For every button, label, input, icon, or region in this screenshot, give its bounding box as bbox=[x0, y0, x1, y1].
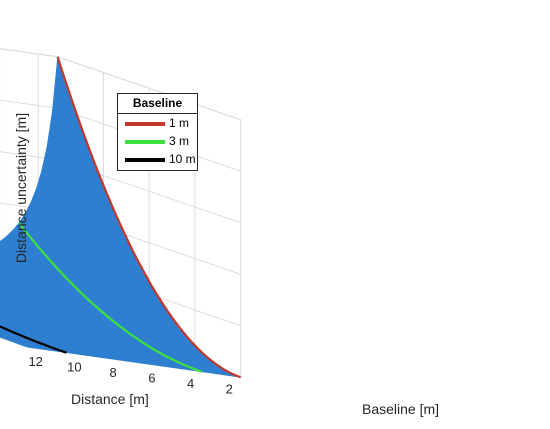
legend-swatch-10m bbox=[125, 158, 165, 162]
legend-swatch-1m bbox=[125, 122, 165, 126]
x-tick-label: 2 bbox=[226, 382, 233, 397]
legend-label-3m: 3 m bbox=[169, 134, 190, 148]
gridline-z-40 bbox=[0, 202, 58, 212]
tick-labels: 02040608010024681012100200300400 bbox=[28, 354, 233, 397]
gridline-z-80 bbox=[0, 99, 58, 109]
x-tick-label: 4 bbox=[187, 376, 194, 391]
series-curve-3m bbox=[18, 222, 203, 373]
z-axis-label: Distance uncertainty [m] bbox=[13, 113, 29, 263]
x-tick-label: 12 bbox=[28, 354, 42, 369]
legend-entry-1m: 1 m bbox=[118, 114, 197, 132]
gridline-z-60 bbox=[0, 151, 58, 161]
surface-mesh bbox=[0, 56, 241, 378]
x-axis-label: Baseline [m] bbox=[362, 401, 439, 417]
legend-title: Baseline bbox=[118, 94, 197, 114]
x-tick-label: 6 bbox=[148, 371, 155, 386]
legend-label-1m: 1 m bbox=[169, 116, 190, 130]
x-tick-label: 8 bbox=[110, 365, 117, 380]
legend-entry-10m: 10 m bbox=[118, 150, 197, 168]
series-curve-10m bbox=[0, 325, 67, 354]
y-axis-label: Distance [m] bbox=[71, 391, 149, 407]
legend-swatch-3m bbox=[125, 140, 165, 144]
legend-entry-3m: 3 m bbox=[118, 132, 197, 150]
legend: Baseline 1 m 3 m 10 m bbox=[117, 93, 198, 171]
gridline-z-100 bbox=[0, 48, 58, 58]
x-tick-label: 10 bbox=[67, 360, 81, 375]
series-curves bbox=[0, 56, 242, 379]
series-curve-1m bbox=[56, 56, 242, 379]
legend-label-10m: 10 m bbox=[169, 152, 196, 166]
